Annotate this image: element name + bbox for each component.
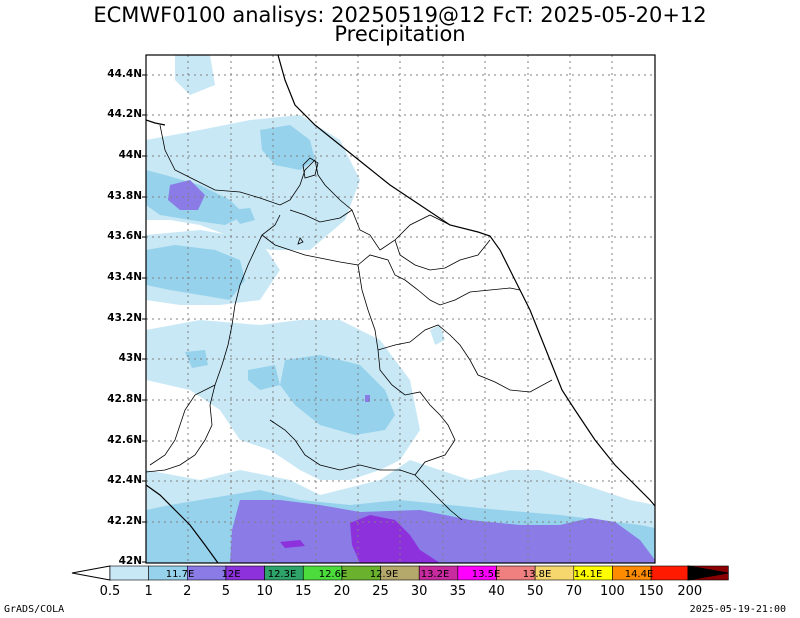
coastline-south (146, 484, 219, 563)
colorbar-embedded-label: 11.7E (166, 569, 195, 580)
colorbar-right-arrow (687, 565, 729, 581)
colorbar-label: 70 (565, 584, 583, 599)
footer-credit: GrADS/COLA (4, 604, 65, 615)
colorbar-label: 200 (677, 584, 703, 599)
colorbar-label: 1 (144, 584, 153, 599)
y-axis-label: 42.4N (107, 474, 142, 486)
y-axis-label: 42.6N (107, 434, 142, 446)
y-axis-label: 44.4N (107, 68, 142, 80)
colorbar-label: 35 (449, 584, 467, 599)
colorbar-label: 5 (221, 584, 231, 599)
y-axis-label: 42N (118, 555, 142, 567)
title-line2: Precipitation (334, 22, 466, 46)
coastline-northwest (146, 119, 166, 126)
regional-borders (146, 124, 553, 521)
title-line1: ECMWF0100 analisys: 20250519@12 FcT: 202… (93, 3, 707, 27)
colorbar-label: 50 (526, 584, 544, 599)
colorbar-left-arrow (71, 565, 111, 581)
colorbar-label: 15 (294, 584, 312, 599)
colorbar-label: 2 (183, 584, 192, 599)
colorbar-embedded-label: 12E (221, 569, 240, 580)
colorbar-label: 25 (372, 584, 389, 599)
colorbar-embedded-label: 12.9E (370, 569, 399, 580)
y-axis-label: 43.4N (107, 271, 142, 283)
colorbar-label: 30 (410, 584, 428, 599)
colorbar-box (109, 565, 149, 581)
y-axis-label: 42.8N (107, 393, 142, 405)
map-gridlines (146, 55, 655, 563)
colorbar-label: 40 (488, 584, 505, 599)
colorbar-embedded-labels: 11.7E 12E 12.3E 12.6E 12.9E 13.2E 13.5E 13.8E 14… (166, 569, 654, 580)
colorbar-embedded-label: 13.8E (523, 569, 552, 580)
colorbar-label: 100 (600, 584, 625, 599)
map-content (146, 55, 655, 563)
colorbar-embedded-label: 12.3E (268, 569, 297, 580)
y-axis-label: 43.6N (107, 230, 142, 242)
colorbar-embedded-label: 13.5E (472, 569, 501, 580)
colorbar-label: 0.5 (99, 584, 121, 599)
colorbar-embedded-label: 13.2E (421, 569, 450, 580)
y-axis-label: 44.2N (107, 108, 142, 120)
colorbar-label: 150 (638, 584, 664, 599)
y-axis-label: 43.2N (107, 312, 142, 324)
colorbar-label: 10 (256, 584, 273, 599)
precip-intense-areas (280, 515, 440, 563)
footer-timestamp: 2025-05-19-21:00 (689, 604, 786, 615)
colorbar-boxes (109, 565, 729, 581)
colorbar-box (650, 565, 691, 581)
y-axis-label: 43.8N (107, 190, 142, 202)
colorbar-embedded-label: 14.1E (574, 569, 603, 580)
coastline (277, 55, 655, 507)
y-axis-label: 42.2N (107, 515, 142, 527)
y-axis-label: 44N (118, 149, 142, 161)
colorbar-label: 20 (333, 584, 351, 599)
precip-heavy-areas (168, 180, 655, 563)
y-axis-ticks (142, 74, 146, 563)
colorbar-embedded-label: 12.6E (319, 569, 348, 580)
colorbar-embedded-label: 14.4E (625, 569, 654, 580)
y-axis-label: 43N (118, 352, 142, 364)
map-frame (145, 54, 656, 564)
colorbar: 11.7E 12E 12.3E 12.6E 12.9E 13.2E 13.5E 13.8E 14… (71, 565, 729, 581)
